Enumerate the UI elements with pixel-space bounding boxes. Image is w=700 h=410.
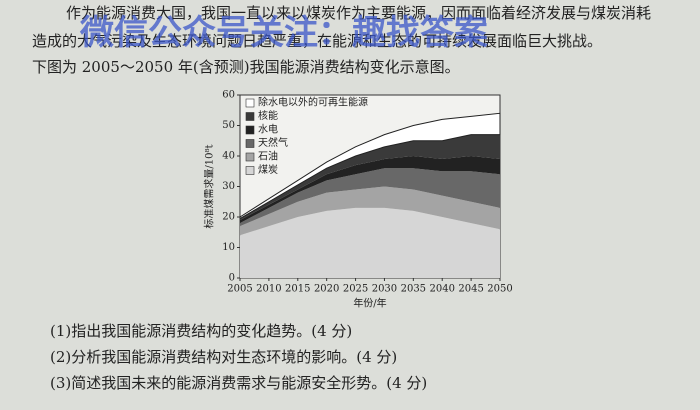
area — [240, 207, 500, 278]
y-tick-label: 20 — [222, 212, 235, 223]
x-tick-label: 2050 — [487, 284, 512, 295]
text-line: 作为能源消费大国，我国一直以来以煤炭作为主要能源，因而面临着经济发展与煤炭消耗 — [66, 4, 651, 22]
x-tick-label: 2015 — [285, 284, 310, 295]
y-tick-label: 60 — [222, 90, 235, 101]
x-tick-label: 2020 — [314, 284, 339, 295]
x-tick-label: 2005 — [227, 284, 252, 295]
area — [239, 112, 501, 220]
text-line: 造成的大气污染及生态环境问题日趋严重，在能源和生态的可持续发展面临巨大挑战。 — [32, 32, 602, 50]
question: (3)简述我国未来的能源消费需求与能源安全形势。(4 分) — [50, 374, 427, 392]
y-tick-label: 40 — [222, 151, 235, 162]
x-tick-label: 2045 — [458, 284, 483, 295]
legend-swatch — [245, 112, 255, 121]
y-tick-label: 0 — [229, 273, 235, 284]
legend-swatch — [245, 98, 255, 108]
x-tick-label: 2035 — [401, 284, 426, 295]
y-tick-label: 10 — [222, 242, 235, 253]
area — [240, 186, 500, 236]
x-tick-label: 2010 — [256, 284, 281, 295]
y-axis-label: 标准煤需求量/10⁸t — [203, 144, 216, 228]
legend-label: 石油 — [258, 150, 278, 163]
area — [240, 168, 500, 227]
legend-swatch — [245, 152, 255, 162]
x-tick-label: 2025 — [343, 284, 368, 295]
legend-label: 水电 — [258, 123, 278, 136]
legend-label: 煤炭 — [258, 163, 278, 176]
y-tick-label: 50 — [222, 120, 235, 131]
area — [240, 134, 500, 221]
question: (2)分析我国能源消费结构对生态环境的影响。(4 分) — [50, 348, 397, 366]
y-tick-label: 30 — [222, 181, 235, 192]
x-axis-label: 年份/年 — [353, 297, 386, 310]
question: (1)指出我国能源消费结构的变化趋势。(4 分) — [50, 322, 352, 340]
legend-swatch — [245, 139, 255, 148]
legend-swatch — [245, 125, 255, 135]
x-tick-label: 2040 — [429, 284, 454, 295]
x-tick-label: 2030 — [372, 284, 397, 295]
area — [240, 156, 500, 224]
watermark: 微信公众号关注：趣找答案 — [79, 13, 489, 53]
text-line: 下图为 2005～2050 年(含预测)我国能源消费结构变化示意图。 — [32, 58, 460, 76]
legend-label: 除水电以外的可再生能源 — [258, 96, 368, 109]
legend-label: 核能 — [258, 109, 278, 122]
legend-label: 天然气 — [258, 136, 288, 149]
legend-swatch — [245, 166, 255, 175]
